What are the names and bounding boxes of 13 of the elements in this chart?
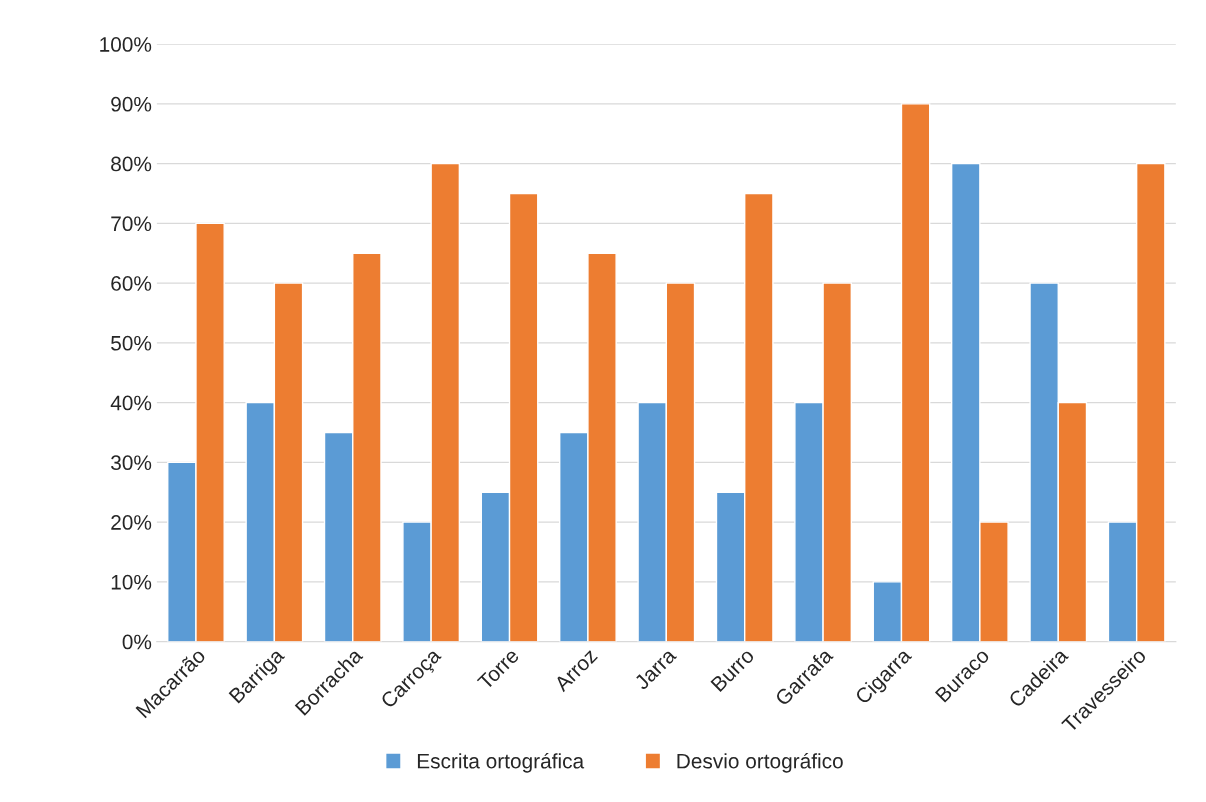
y-tick-label: 60% — [111, 276, 152, 291]
y-tick-label: 10% — [111, 574, 152, 590]
y-tick-label: 20% — [111, 515, 152, 530]
y-tick-label: 30% — [111, 455, 152, 471]
y-tick-label: 90% — [111, 96, 152, 112]
y-tick-label: 50% — [111, 335, 152, 351]
y-tick-label: 80% — [111, 156, 152, 172]
y-tick-label: 70% — [111, 216, 152, 232]
legend-label: Escrita ortográfica — [417, 752, 585, 773]
y-tick-label: 40% — [110, 395, 152, 411]
y-tick-label: 100% — [100, 37, 152, 52]
y-tick-label: 0% — [122, 634, 152, 650]
legend-label: Desvio ortográfico — [677, 752, 843, 773]
